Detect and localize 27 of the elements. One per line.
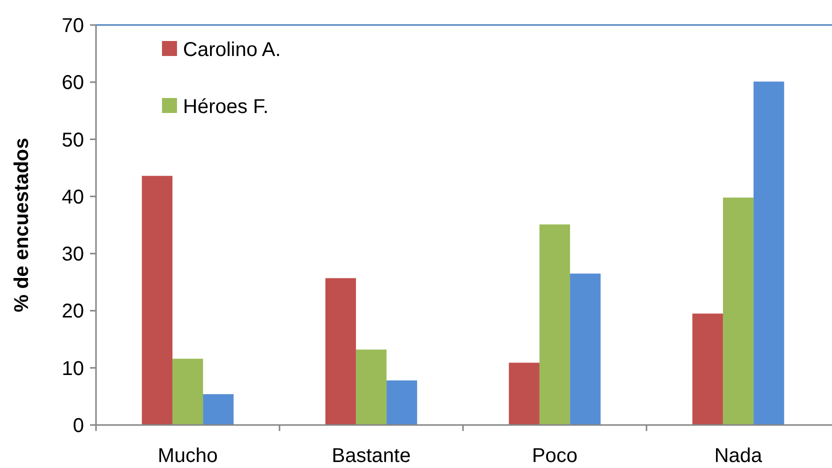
bar [142,176,172,425]
y-tick-label: 20 [62,300,84,323]
y-tick-label: 50 [62,129,84,152]
bar [539,224,570,425]
x-tick-label: Bastante [332,445,411,467]
y-tick-label: 0 [72,415,84,437]
bar [203,394,234,425]
x-tick-label: Nada [714,445,764,467]
x-tick-label: Mucho [158,445,218,467]
bar [692,314,723,425]
bar [386,380,418,425]
bar [754,82,784,425]
y-tick-label: 10 [62,358,84,380]
bar [570,274,601,425]
y-tick-label: 30 [62,244,84,266]
bar [356,350,387,425]
bar [172,358,204,425]
y-axis-title: % de encuestados [11,138,33,312]
y-tick-label: 60 [62,72,84,94]
y-tick-label: 40 [62,186,84,208]
bar [508,362,540,425]
legend-label: Carolino A. [183,39,281,61]
bar [325,278,356,425]
y-tick-label: 70 [62,15,84,37]
legend-label: Héroes F. [183,96,269,118]
x-tick-label: Poco [532,445,578,467]
bar [722,198,754,425]
